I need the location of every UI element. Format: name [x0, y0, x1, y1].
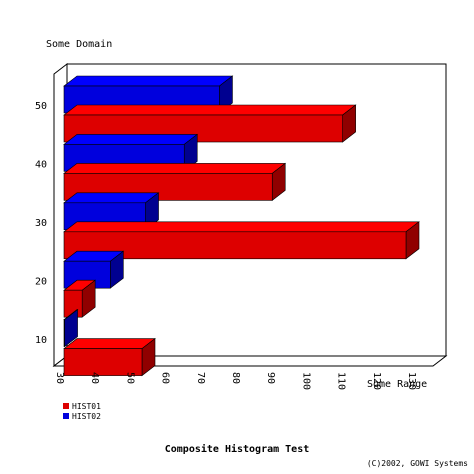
x-tick-label-60: 60 — [160, 372, 171, 384]
legend-swatch-hist02 — [63, 413, 69, 419]
bar-hist01-50 — [63, 104, 357, 143]
y-tick-label-30: 30 — [35, 218, 47, 229]
x-tick-label-110: 110 — [336, 372, 347, 390]
bar-top — [63, 192, 160, 204]
bar-hist01-30 — [63, 221, 420, 260]
chart-title: Composite Histogram Test — [165, 443, 310, 455]
y-axis-label: Some Domain — [46, 39, 112, 50]
x-axis-label: Some Range — [367, 379, 427, 390]
x-tick-label-70: 70 — [195, 372, 206, 384]
y-tick-label-40: 40 — [35, 160, 47, 171]
bars — [63, 75, 420, 377]
bar-top — [63, 221, 420, 233]
x-tick-label-30: 30 — [54, 372, 65, 384]
bar-front — [63, 348, 143, 376]
tick-labels: 10 20 30 40 50 30 40 50 60 70 80 90 100 110 120 130 — [35, 101, 417, 390]
legend-label-hist02: HIST02 — [72, 412, 101, 421]
bar-hist01-10 — [63, 337, 156, 377]
x-tick-label-90: 90 — [265, 372, 276, 384]
bar-top — [63, 75, 234, 87]
x-tick-label-100: 100 — [300, 372, 311, 390]
x-tick-label-120: 120 — [371, 372, 382, 390]
bar-top — [63, 104, 357, 116]
x-tick-label-130: 130 — [406, 372, 417, 390]
bar-top — [63, 338, 156, 349]
y-tick-label-10: 10 — [35, 335, 47, 346]
y-tick-label-50: 50 — [35, 101, 47, 112]
bar-top — [63, 163, 287, 174]
bar-hist02-20 — [63, 250, 125, 289]
x-tick-label-40: 40 — [89, 372, 100, 384]
legend-label-hist01: HIST01 — [72, 402, 101, 411]
legend: HIST01 HIST02 — [63, 402, 101, 421]
legend-swatch-hist01 — [63, 403, 69, 409]
bar-top — [63, 134, 199, 145]
copyright-text: (C)2002, GOWI Systems — [367, 459, 468, 468]
bar-hist02-10 — [63, 308, 79, 348]
bar-front — [63, 319, 65, 347]
x-tick-label-50: 50 — [124, 372, 135, 384]
x-tick-label-80: 80 — [230, 372, 241, 384]
y-tick-label-20: 20 — [35, 276, 47, 287]
